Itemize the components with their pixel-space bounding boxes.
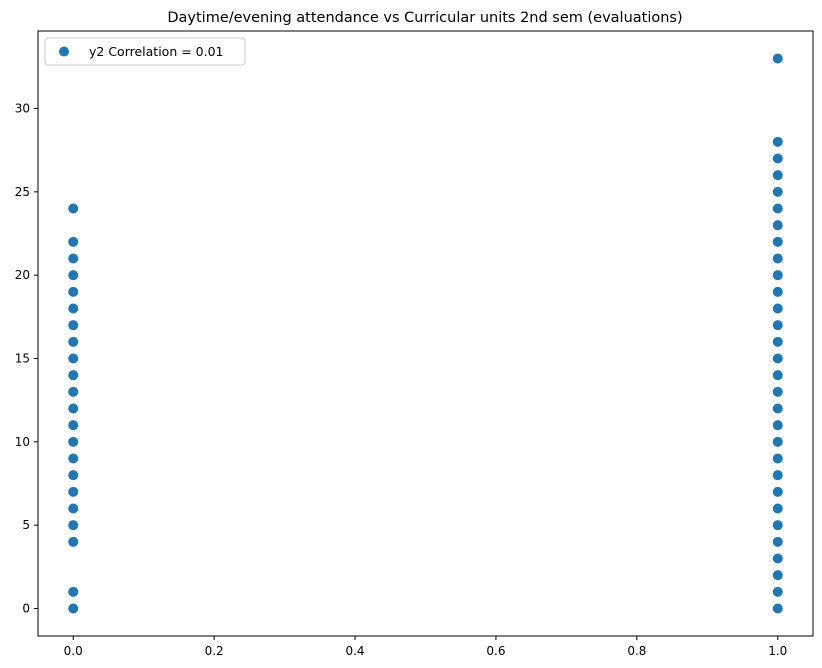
data-point-0-33: [772, 420, 783, 431]
data-point-0-42: [772, 270, 783, 281]
data-point-0-44: [772, 236, 783, 247]
data-point-0-20: [68, 236, 79, 247]
data-point-0-47: [772, 186, 783, 197]
data-point-0-16: [68, 303, 79, 314]
data-points: [68, 53, 783, 614]
x-tick-label-2: 0.4: [345, 644, 364, 658]
x-tick-label-3: 0.6: [486, 644, 505, 658]
data-point-0-48: [772, 170, 783, 181]
data-point-0-39: [772, 320, 783, 331]
data-point-0-17: [68, 286, 79, 297]
data-point-0-19: [68, 253, 79, 264]
data-point-0-34: [772, 403, 783, 414]
legend-entry-label: y2 Correlation = 0.01: [89, 44, 224, 59]
data-point-0-22: [772, 603, 783, 614]
y-tick-label-3: 15: [15, 352, 30, 366]
x-axis: 0.0 0.2 0.4 0.6 0.8 1.0: [64, 636, 787, 658]
x-tick-label-1: 0.2: [205, 644, 224, 658]
data-point-0-24: [772, 570, 783, 581]
data-point-0-15: [68, 320, 79, 331]
data-point-0-21: [68, 203, 79, 214]
data-point-0-41: [772, 286, 783, 297]
y-tick-label-6: 30: [15, 102, 30, 116]
data-point-0-11: [68, 386, 79, 397]
data-point-0-4: [68, 503, 79, 514]
data-point-0-31: [772, 453, 783, 464]
y-axis: 0 5 10 15 20 25 30: [15, 102, 38, 616]
data-point-0-49: [772, 153, 783, 164]
y-tick-label-0: 0: [22, 602, 30, 616]
data-point-0-36: [772, 370, 783, 381]
data-point-0-32: [772, 436, 783, 447]
x-tick-label-5: 1.0: [768, 644, 787, 658]
y-tick-label-2: 10: [15, 435, 30, 449]
chart-title: Daytime/evening attendance vs Curricular…: [167, 10, 682, 26]
legend: y2 Correlation = 0.01: [44, 37, 246, 66]
data-point-0-2: [68, 536, 79, 547]
data-point-0-29: [772, 486, 783, 497]
x-tick-label-0: 0.0: [64, 644, 83, 658]
data-point-0-45: [772, 220, 783, 231]
legend-box: [44, 37, 246, 66]
data-point-0-8: [68, 436, 79, 447]
data-point-0-38: [772, 336, 783, 347]
data-point-0-7: [68, 453, 79, 464]
x-tick-label-4: 0.8: [627, 644, 646, 658]
plot-area: [38, 31, 813, 636]
data-point-0-1: [68, 586, 79, 597]
data-point-0-35: [772, 386, 783, 397]
legend-marker: [59, 46, 69, 57]
data-point-0-14: [68, 336, 79, 347]
data-point-0-40: [772, 303, 783, 314]
data-point-0-28: [772, 503, 783, 514]
data-point-0-12: [68, 370, 79, 381]
data-point-0-25: [772, 553, 783, 564]
y-tick-label-4: 20: [15, 268, 30, 282]
data-point-0-23: [772, 586, 783, 597]
data-point-0-51: [772, 53, 783, 64]
data-point-0-5: [68, 486, 79, 497]
y-tick-label-1: 5: [22, 518, 30, 532]
data-point-0-30: [772, 470, 783, 481]
data-point-0-3: [68, 520, 79, 531]
data-point-0-0: [68, 603, 79, 614]
data-point-0-26: [772, 536, 783, 547]
data-point-0-43: [772, 253, 783, 264]
data-point-0-6: [68, 470, 79, 481]
data-point-0-9: [68, 420, 79, 431]
data-point-0-27: [772, 520, 783, 531]
y-tick-label-5: 25: [15, 185, 30, 199]
data-point-0-37: [772, 353, 783, 364]
data-point-0-10: [68, 403, 79, 414]
data-point-0-46: [772, 203, 783, 214]
data-point-0-50: [772, 136, 783, 147]
data-point-0-13: [68, 353, 79, 364]
plot-frame: [37, 30, 814, 637]
data-point-0-18: [68, 270, 79, 281]
